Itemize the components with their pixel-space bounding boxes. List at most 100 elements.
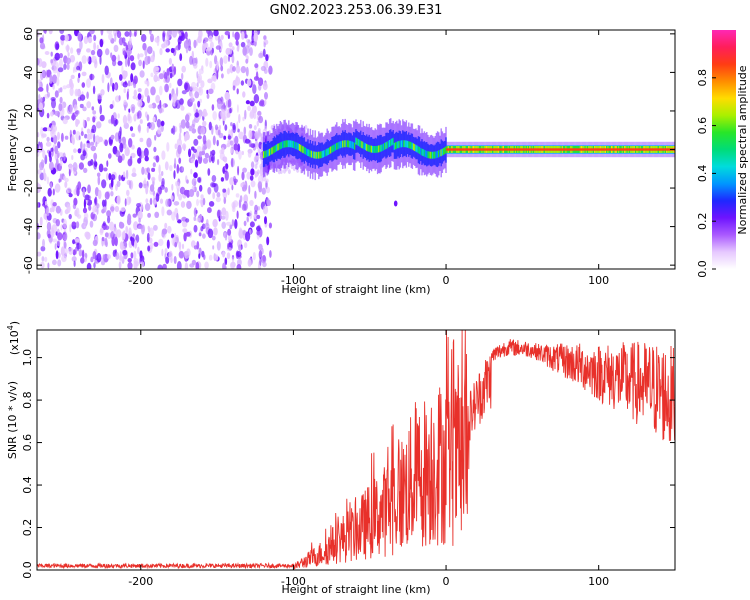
noise-cell — [253, 76, 260, 81]
noise-cell — [133, 114, 137, 122]
noise-cell — [181, 166, 184, 172]
noise-cell — [134, 31, 137, 37]
noise-cell — [44, 256, 48, 263]
noise-cell — [262, 48, 266, 57]
signal-peak — [428, 151, 430, 159]
noise-cell — [146, 95, 151, 104]
noise-cell — [83, 35, 89, 45]
noise-cell — [159, 85, 163, 96]
noise-cell — [98, 163, 104, 173]
noise-cell — [236, 88, 239, 95]
noise-cell — [102, 221, 106, 227]
noise-cell — [54, 90, 59, 98]
noise-cell — [150, 33, 154, 43]
noise-cell — [90, 256, 94, 261]
noise-cell — [122, 50, 127, 56]
spectrogram-axes: -200 -100 0 100 60 40 20 0 -20 -40 -60 — [22, 27, 675, 287]
noise-cell — [117, 60, 123, 66]
signal-peak — [346, 140, 349, 148]
noise-cell — [159, 99, 162, 109]
noise-cell — [69, 54, 76, 63]
noise-cell — [51, 74, 58, 84]
noise-cell — [95, 141, 98, 148]
noise-cell — [215, 196, 221, 203]
noise-cell — [46, 221, 52, 232]
noise-cell — [255, 140, 259, 146]
signal-peak — [404, 140, 406, 148]
noise-cell — [48, 150, 52, 158]
noise-cell — [66, 203, 71, 214]
noise-cell — [92, 239, 98, 247]
spectrogram-heatmap — [37, 30, 675, 269]
noise-cell — [222, 262, 226, 269]
noise-cell — [177, 219, 182, 224]
noise-cell — [127, 115, 133, 124]
noise-cell — [93, 262, 96, 269]
noise-cell — [50, 59, 54, 64]
noise-cell — [136, 203, 142, 208]
noise-cell — [254, 170, 258, 178]
noise-cell — [128, 180, 132, 189]
noise-cell — [168, 93, 172, 101]
noise-cell — [75, 89, 82, 96]
noise-cell — [223, 196, 227, 205]
noise-cell — [93, 133, 96, 143]
noise-cell — [118, 222, 125, 229]
noise-cell — [55, 205, 61, 214]
noise-cell — [66, 105, 72, 115]
noise-cell — [249, 175, 254, 181]
noise-cell — [116, 30, 122, 39]
noise-cell — [122, 142, 127, 149]
noise-cell — [43, 168, 46, 177]
signal-peak — [270, 148, 272, 155]
noise-cell — [235, 39, 239, 46]
noise-cell — [254, 63, 259, 69]
noise-cell — [217, 159, 220, 166]
x-tick-label: 0 — [443, 575, 450, 588]
noise-cell — [212, 73, 217, 82]
noise-cell — [44, 200, 48, 206]
signal-peak — [418, 147, 421, 154]
noise-cell — [240, 182, 244, 188]
noise-cell — [248, 184, 251, 195]
noise-cell — [252, 84, 257, 95]
noise-cell — [52, 238, 58, 243]
signal-peak — [385, 142, 387, 150]
noise-cell — [241, 150, 244, 156]
noise-cell — [154, 134, 157, 141]
noise-cell — [245, 58, 249, 64]
noise-cell — [231, 46, 235, 51]
noise-cell — [83, 167, 88, 173]
noise-cell — [50, 182, 53, 189]
noise-cell — [220, 177, 224, 182]
noise-cell — [186, 179, 189, 184]
noise-cell — [182, 228, 188, 233]
noise-cell — [211, 235, 216, 241]
noise-cell — [149, 30, 152, 35]
noise-cell — [42, 96, 46, 102]
signal-peak — [444, 147, 446, 155]
noise-cell — [39, 37, 44, 44]
noise-cell — [78, 162, 84, 170]
noise-cell — [214, 124, 219, 131]
noise-cell — [114, 205, 120, 213]
noise-cell — [101, 74, 105, 84]
noise-cell — [176, 138, 182, 148]
noise-cell — [81, 71, 87, 77]
noise-cell — [95, 121, 102, 129]
noise-cell — [45, 141, 52, 147]
noise-cell — [266, 236, 270, 246]
noise-cell — [260, 65, 266, 72]
noise-cell — [230, 122, 233, 127]
noise-cell — [54, 243, 57, 250]
noise-cell — [161, 43, 166, 49]
noise-cell — [119, 250, 122, 261]
noise-cell — [188, 148, 192, 158]
noise-cell — [103, 167, 108, 172]
noise-cell — [220, 34, 224, 40]
noise-cell — [63, 241, 67, 249]
colorbar-tick-label: 0.8 — [696, 69, 709, 87]
noise-cell — [219, 215, 222, 220]
noise-cell — [73, 197, 78, 206]
noise-cell — [151, 176, 156, 182]
